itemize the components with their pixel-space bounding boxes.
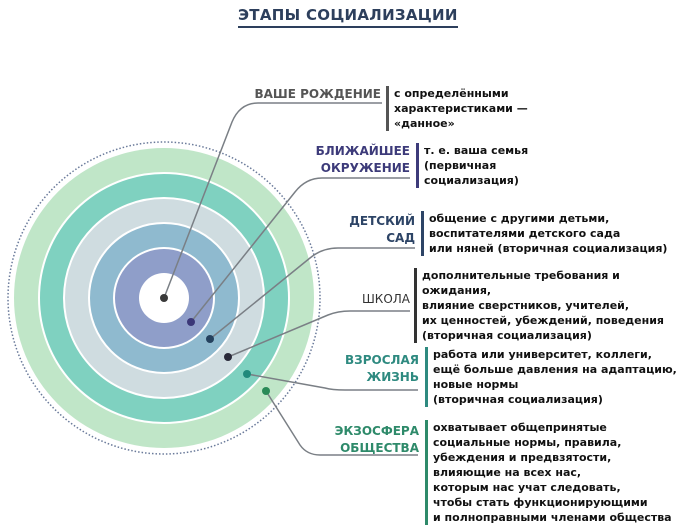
stage-desc-exosphere: охватывает общепринятые социальные нормы… (425, 420, 672, 525)
dot-exosphere (262, 387, 270, 395)
stage-label-kindergarten: ДЕТСКИЙ САД (349, 214, 415, 245)
diagram-title: ЭТАПЫ СОЦИАЛИЗАЦИИ (238, 6, 458, 28)
connector-kindergarten (209, 247, 415, 340)
dot-adult (243, 370, 251, 378)
connector-family (190, 177, 410, 323)
stage-label-family: БЛИЖАЙШЕЕ ОКРУЖЕНИЕ (315, 144, 410, 175)
stage-label-adult: ВЗРОСЛАЯ ЖИЗНЬ (345, 353, 419, 384)
stage-desc-school: дополнительные требования и ожидания, вл… (414, 268, 686, 343)
stage-label-birth: ВАШЕ РОЖДЕНИЕ (254, 87, 382, 101)
connector-birth (163, 102, 382, 299)
connector-adult (246, 373, 418, 391)
stage-desc-birth: с определёнными характеристиками — «данн… (386, 86, 528, 131)
stage-desc-family: т. е. ваша семья (первичная социализация… (416, 143, 528, 188)
stage-desc-adult: работа или университет, коллеги, ещё бол… (425, 347, 677, 407)
connector-exosphere (265, 390, 418, 456)
dot-kindergarten (206, 335, 214, 343)
stage-label-exosphere: ЭКЗОСФЕРА ОБЩЕСТВА (334, 424, 419, 455)
connector-school (227, 310, 410, 358)
dot-school (224, 353, 232, 361)
outer-dotted-boundary (7, 141, 321, 455)
stage-label-school: ШКОЛА (361, 292, 410, 306)
dot-birth (160, 294, 168, 302)
stage-desc-kindergarten: общение с другими детьми, воспитателями … (421, 211, 667, 256)
dot-family (187, 318, 195, 326)
